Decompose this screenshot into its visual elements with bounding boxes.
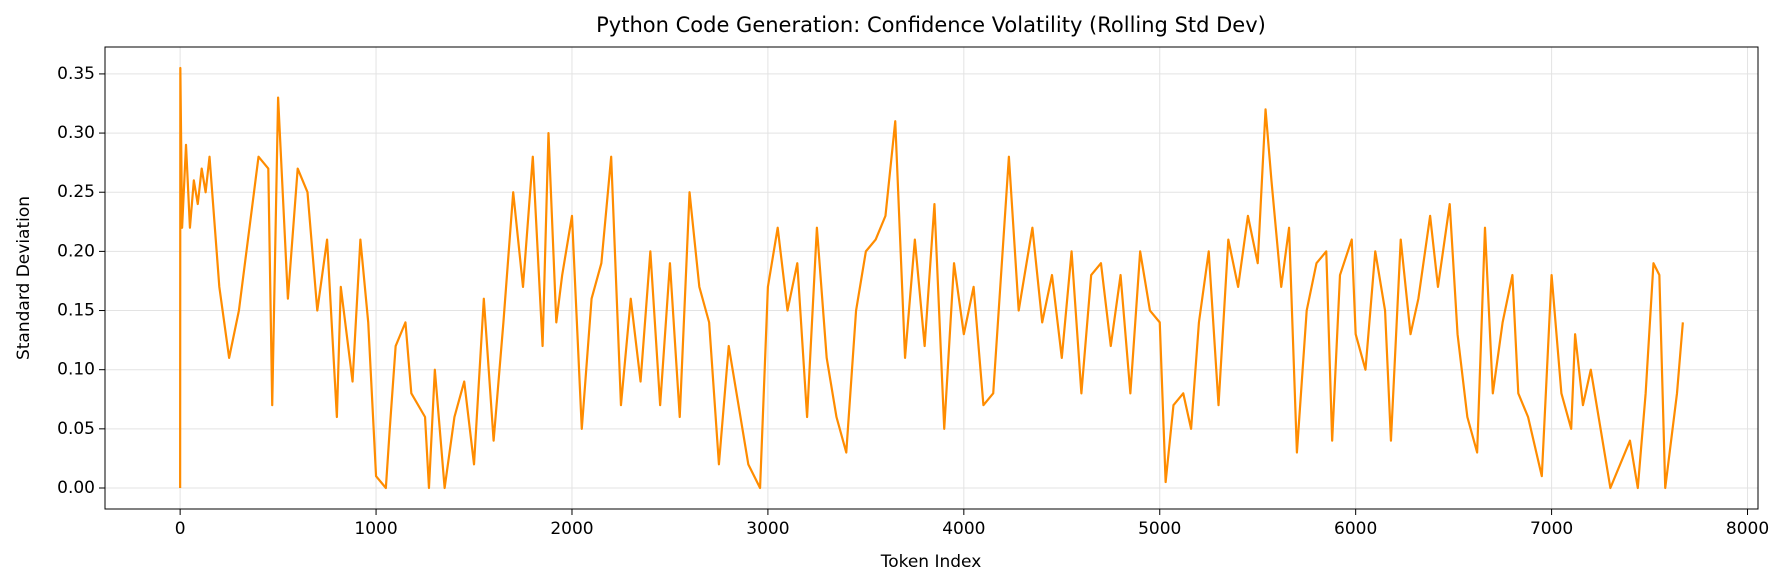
y-tick-label: 0.30 <box>57 123 95 143</box>
y-tick-label: 0.05 <box>57 419 95 439</box>
y-tick-label: 0.15 <box>57 301 95 321</box>
data-line <box>179 66 1684 490</box>
y-tick-label: 0.10 <box>57 360 95 380</box>
x-tick-label: 3000 <box>746 519 789 539</box>
x-axis-label: Token Index <box>880 552 982 572</box>
x-tick-label: 5000 <box>1138 519 1181 539</box>
y-tick-label: 0.25 <box>57 182 95 202</box>
y-tick-label: 0.35 <box>57 64 95 84</box>
x-tick-label: 8000 <box>1726 519 1769 539</box>
x-tick-label: 0 <box>175 519 186 539</box>
plot-frame <box>104 46 1759 510</box>
x-tick-label: 1000 <box>354 519 397 539</box>
x-tick-label: 4000 <box>942 519 985 539</box>
chart-title: Python Code Generation: Confidence Volat… <box>596 13 1266 37</box>
x-tick-label: 7000 <box>1530 519 1573 539</box>
y-tick-label: 0.00 <box>57 478 95 498</box>
y-tick-label: 0.20 <box>57 241 95 261</box>
y-axis-label: Standard Deviation <box>14 196 34 360</box>
x-tick-label: 6000 <box>1334 519 1377 539</box>
x-tick-label: 2000 <box>550 519 593 539</box>
